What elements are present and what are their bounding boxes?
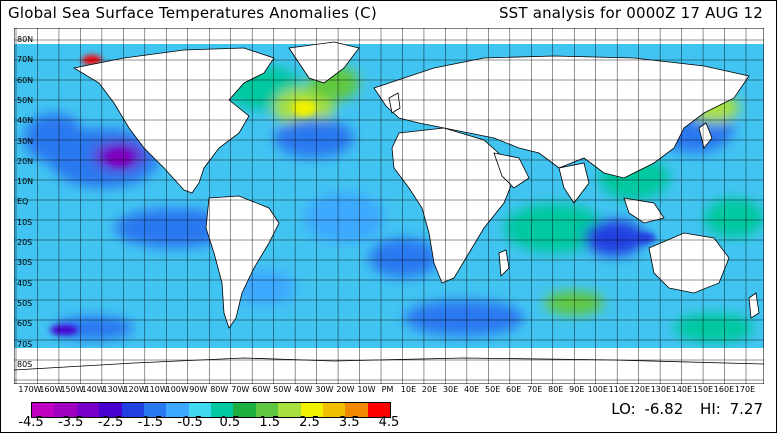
longitude-label: 40E [463, 385, 480, 394]
latitude-label: 80N [17, 35, 34, 44]
longitude-label: 50W [273, 385, 292, 394]
latitude-label: 20S [17, 238, 33, 247]
scale-tick-label: 3.5 [338, 415, 360, 430]
longitude-label: 30W [315, 385, 334, 394]
longitude-label: 150W [60, 385, 84, 394]
longitude-label: 110W [144, 385, 168, 394]
scale-swatch [143, 403, 167, 417]
longitude-label: 100E [587, 385, 608, 394]
scale-swatch [278, 403, 301, 417]
longitude-label: 20W [336, 385, 355, 394]
color-scale-bar [31, 402, 391, 418]
graticule [14, 39, 764, 381]
scale-swatch [76, 403, 100, 417]
longitude-label: PM [381, 385, 394, 394]
scale-tick-label: 2.5 [299, 415, 320, 430]
scale-tick-label: -3.5 [58, 415, 84, 430]
longitude-label: 50E [485, 385, 501, 394]
longitude-label: 60W [252, 385, 271, 394]
longitude-label: 70W [231, 385, 250, 394]
longitude-label: 120W [123, 385, 147, 394]
longitude-label: 150E [692, 385, 714, 394]
longitude-label: 170E [734, 385, 756, 394]
scale-swatch [322, 403, 346, 417]
latitude-label: 40N [17, 116, 34, 126]
scale-swatch [121, 403, 144, 417]
latitude-label: 20N [17, 156, 34, 166]
latitude-label: 50N [17, 95, 34, 105]
latitude-label: 70N [17, 55, 34, 65]
longitude-label: 130W [102, 385, 126, 394]
sst-anomaly-map [14, 28, 764, 384]
lo-hi-readout: LO: -6.82 HI: 7.27 [607, 400, 763, 418]
scale-swatch [99, 403, 122, 417]
longitude-label: 160E [713, 385, 735, 394]
color-scale-labels: -4.5 -3.5 -2.5 -1.5 -0.5 0.5 1.5 2.5 3.5 4.5 [14, 415, 399, 431]
latitude-label: 10S [17, 217, 33, 227]
scale-tick-label: -4.5 [18, 415, 44, 430]
scale-tick-label: -0.5 [177, 415, 203, 430]
longitude-labels: 170W 160W 150W 140W 130W 120W 110W 100W 90W 80W 70… [18, 385, 760, 397]
longitude-label: 90W [189, 385, 208, 394]
latitude-label: 80S [17, 359, 33, 369]
anomaly-field [24, 65, 764, 343]
longitude-label: 170W [18, 385, 42, 394]
latitude-label: 60N [17, 75, 34, 85]
longitude-label: 70E [527, 385, 543, 394]
longitude-label: 110E [608, 385, 629, 394]
longitude-label: 120E [629, 385, 651, 394]
hi-label: HI: [700, 400, 721, 418]
scale-swatch [367, 403, 390, 417]
longitude-label: 10W [357, 385, 376, 394]
longitude-label: 80W [210, 385, 229, 394]
longitude-label: 60E [506, 385, 522, 394]
latitude-label: 50S [17, 298, 33, 308]
scale-tick-label: -1.5 [137, 415, 164, 430]
latitude-label: EQ [17, 197, 29, 207]
scale-tick-label: -2.5 [97, 415, 124, 430]
figure-title: Global Sea Surface Temperatures Anomalie… [8, 4, 377, 22]
latitude-label: 70S [17, 339, 33, 349]
scale-swatch [166, 403, 189, 417]
longitude-label: 130E [650, 385, 672, 394]
longitude-label: 10E [400, 385, 417, 394]
latitude-label: 10N [17, 177, 34, 187]
lo-label: LO: [611, 400, 636, 418]
scale-tick-label: 1.5 [259, 415, 280, 430]
analysis-time: SST analysis for 0000Z 17 AUG 12 [498, 4, 763, 22]
longitude-label: 140W [81, 385, 105, 394]
latitude-label: 30N [17, 136, 34, 146]
longitude-label: 20E [421, 385, 438, 394]
scale-swatch [345, 403, 368, 417]
longitude-label: 160W [39, 385, 63, 394]
longitude-label: 40W [294, 385, 313, 394]
scale-swatch [300, 403, 323, 417]
latitude-label: 30S [17, 258, 33, 268]
latitude-label: 40S [17, 278, 33, 288]
longitude-label: 140E [671, 385, 693, 394]
scale-swatch [32, 403, 55, 417]
landmasses [14, 41, 764, 384]
scale-swatch [188, 403, 211, 417]
scale-swatch [211, 403, 234, 417]
longitude-label: 30E [442, 385, 459, 394]
scale-swatch [54, 403, 77, 417]
longitude-label: 100W [165, 385, 189, 394]
longitude-label: 90E [569, 385, 585, 394]
latitude-label: 60S [17, 319, 33, 329]
hi-value: 7.27 [729, 400, 763, 418]
scale-swatch [233, 403, 256, 417]
longitude-label: 80E [548, 385, 564, 394]
scale-tick-label: 4.5 [378, 415, 400, 430]
lo-value: -6.82 [644, 400, 684, 418]
scale-swatch [255, 403, 279, 417]
scale-tick-label: 0.5 [219, 415, 241, 430]
